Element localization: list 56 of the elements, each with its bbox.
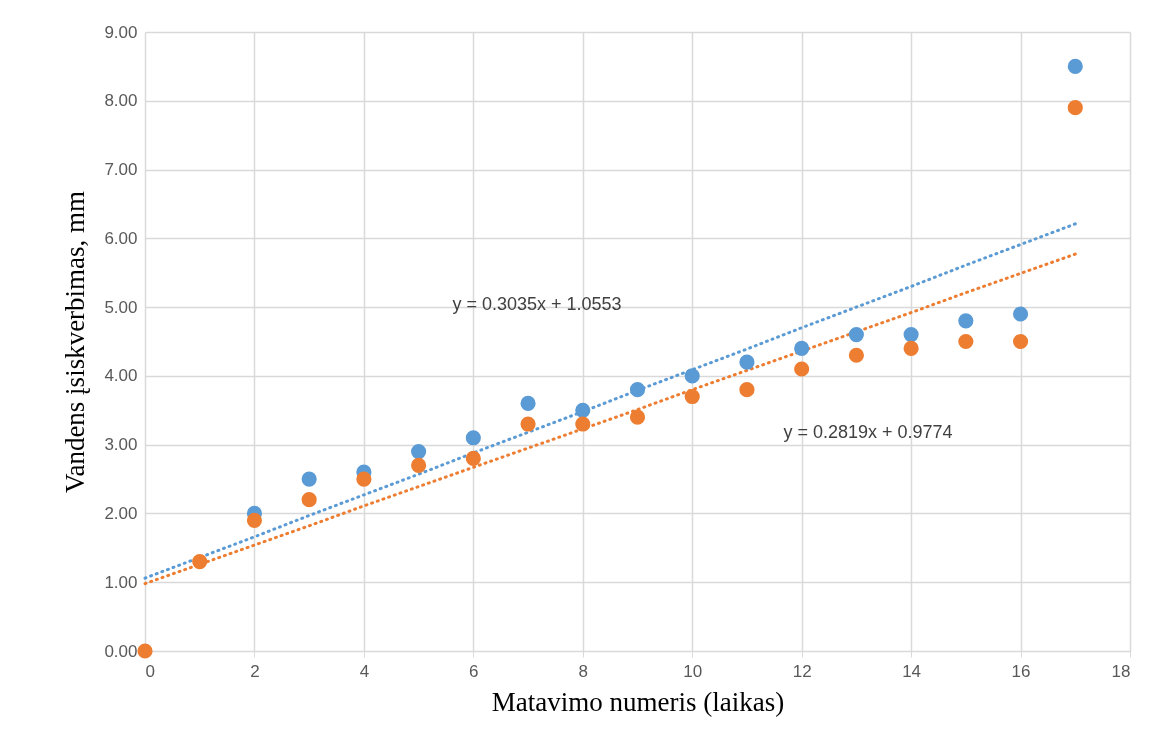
point [684,388,700,405]
point [794,340,810,356]
point [739,354,755,370]
y-tick-label: 1.00 [104,572,138,592]
x-tick-label: 4 [359,661,370,681]
x-tick-label: 14 [902,661,922,681]
point [192,554,208,570]
point [356,471,372,487]
point [1067,100,1083,116]
y-tick-label: 5.00 [104,297,138,317]
x-tick-label: 0 [145,661,155,681]
y-tick-label: 6.00 [104,228,138,248]
annotation: y = 0.3035x + 1.0553 [452,294,622,314]
point [848,327,864,343]
x-tick-label: 2 [250,661,260,681]
x-tick-label: 12 [792,661,812,681]
point [629,409,646,425]
point [246,512,263,528]
x-tick-label: 18 [1111,661,1131,681]
point [958,333,974,350]
point [465,430,481,446]
point [301,471,317,487]
y-tick-label: 0.00 [104,641,138,661]
annotation: y = 0.2819x + 0.9774 [783,422,953,442]
point [903,327,919,343]
point [684,368,700,384]
point [411,443,427,460]
point [520,395,536,411]
x-axis-title: Matavimo numeris (laikas) [491,686,785,717]
point [629,382,646,398]
point [137,643,153,659]
y-tick-label: 4.00 [104,366,138,386]
point [1012,306,1029,322]
x-tick-label: 16 [1011,661,1031,681]
point [739,382,755,398]
point [1012,333,1029,350]
point [411,457,427,473]
y-axis-title: Vandens įsiskverbimas, mm [60,190,91,494]
y-tick-label: 8.00 [104,91,138,111]
point [520,416,536,432]
point [794,361,810,377]
y-tick-label: 9.00 [104,22,138,42]
point [958,313,974,329]
point [301,492,317,508]
point [465,450,481,466]
x-tick-label: 10 [683,661,703,681]
point [575,416,591,432]
point [848,347,864,363]
point [1067,58,1083,74]
point [903,340,919,356]
x-tick-label: 6 [469,661,479,681]
y-tick-label: 3.00 [104,435,138,455]
point [575,402,591,418]
y-tick-label: 2.00 [104,503,138,523]
x-tick-label: 8 [578,661,589,681]
y-tick-label: 7.00 [104,160,138,180]
